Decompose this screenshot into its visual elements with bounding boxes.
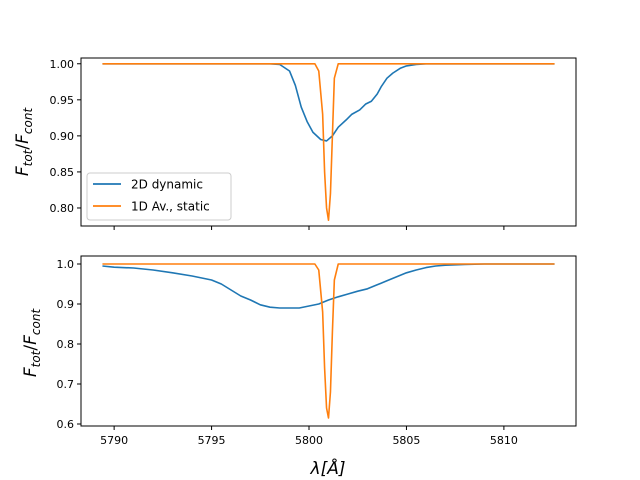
top-x-ticks [113,226,505,230]
bottom-series-1d-av-static [102,263,555,419]
bottom-y-ticks: 0.6 0.7 0.8 0.9 1.0 [57,258,81,431]
legend-label-2d-dynamic: 2D dynamic [131,178,203,192]
bottom-plot-lines [102,263,555,419]
bottom-x-tick-label: 5800 [295,434,323,447]
top-y-tick-label: 0.85 [50,166,75,179]
legend-label-1d-static: 1D Av., static [131,200,210,214]
bottom-x-tick-label: 5795 [198,434,226,447]
bottom-y-tick-label: 0.6 [57,418,75,431]
bottom-y-tick-label: 1.0 [57,258,75,271]
top-y-tick-label: 0.80 [50,202,75,215]
top-y-ticks: 0.80 0.85 0.90 0.95 1.00 [50,58,81,215]
bottom-y-tick-label: 0.7 [57,378,75,391]
top-y-tick-label: 0.90 [50,130,75,143]
bottom-axes-frame [80,255,577,427]
top-y-axis-label: Ftot/Fcont [13,107,35,177]
bottom-x-ticks: 5790 5795 5800 5805 5810 [100,426,518,447]
bottom-y-axis-label: Ftot/Fcont [21,308,43,378]
top-y-tick-label: 0.95 [50,94,75,107]
top-series-2d-dynamic [102,62,555,142]
bottom-x-tick-label: 5810 [490,434,518,447]
bottom-x-tick-label: 5805 [392,434,420,447]
top-y-tick-label: 1.00 [50,58,75,71]
top-series-1d-av-static [102,62,555,222]
bottom-panel: 0.6 0.7 0.8 0.9 1.0 5790 5795 5800 5805 5810 Fto… [21,255,577,479]
bottom-y-tick-label: 0.8 [57,338,75,351]
legend: 2D dynamic 1D Av., static [86,172,232,221]
legend-box [86,172,232,221]
top-panel: 0.80 0.85 0.90 0.95 1.00 Ftot/Fcont 2D dynam… [13,57,577,230]
top-axes-frame [80,57,577,227]
bottom-y-tick-label: 0.9 [57,298,75,311]
bottom-series-2d-dynamic [102,263,555,309]
bottom-x-tick-label: 5790 [100,434,128,447]
x-axis-label: λ[Å] [310,457,346,479]
top-plot-lines [102,62,555,222]
